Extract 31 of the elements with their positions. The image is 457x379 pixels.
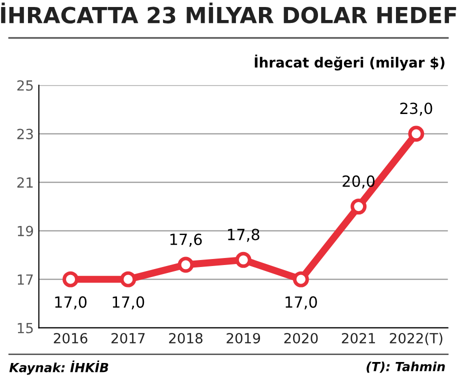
point (292, 271, 309, 288)
chart-title: İHRACATTA 23 MİLYAR DOLAR HEDEF (1, 2, 456, 24)
y-tick-label: 17 (18, 274, 33, 285)
x-tick-label: 2017 (111, 332, 145, 344)
y-tick-label: 15 (18, 322, 33, 334)
y-tick-label: 25 (17, 80, 33, 91)
text: (T): Tahmin (366, 362, 445, 373)
data-label: 17,8 (228, 228, 260, 242)
data-label: 17,0 (286, 296, 317, 310)
y-tick-label: 19 (18, 226, 34, 236)
point (350, 198, 367, 215)
point (235, 252, 252, 268)
data-label: 17,6 (170, 234, 202, 247)
x-tick-label: 2016 (54, 332, 88, 344)
point (120, 271, 136, 288)
data-label: 23,0 (400, 102, 432, 116)
point (408, 126, 424, 142)
x-tick-label: 2020 (284, 332, 318, 344)
y-tick-label: 23 (17, 128, 33, 140)
x-tick-label: 2021 (342, 332, 375, 344)
x-tick-label: 2019 (226, 332, 260, 344)
point (178, 256, 194, 273)
data-label: 17,0 (55, 296, 87, 310)
x-tick-label: 2018 (169, 332, 202, 344)
data-label: 20,0 (342, 175, 375, 188)
point (62, 271, 79, 288)
text: Kaynak: İHKİB (9, 360, 108, 375)
data-label: 17,0 (112, 296, 144, 310)
y-tick-label: 21 (17, 177, 33, 188)
y-axis-title: İhracat değeri (milyar $) (254, 54, 444, 70)
x-tick-label: 2022(T) (390, 332, 442, 346)
